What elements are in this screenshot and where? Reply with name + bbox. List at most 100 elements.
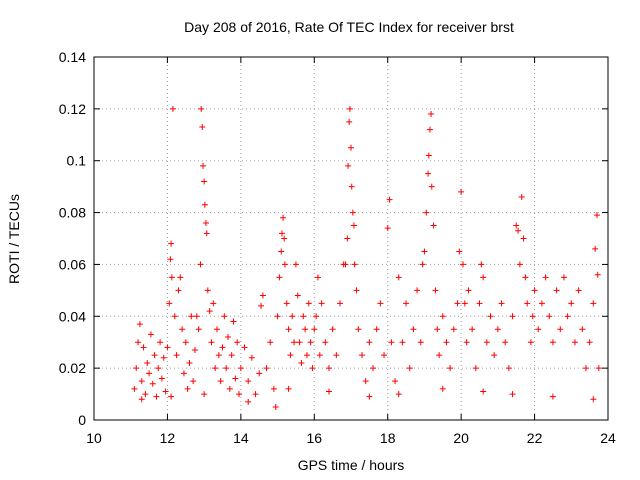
data-point — [168, 240, 175, 247]
data-point — [333, 352, 340, 359]
data-point — [263, 365, 270, 372]
data-point — [515, 227, 522, 234]
data-point — [461, 300, 468, 307]
data-point — [564, 313, 571, 320]
data-point — [529, 313, 536, 320]
x-tick-label: 12 — [160, 430, 176, 446]
data-point — [463, 339, 470, 346]
data-point — [153, 393, 160, 400]
data-point — [439, 313, 446, 320]
data-point — [342, 261, 349, 268]
data-point — [428, 183, 435, 190]
data-point — [351, 261, 358, 268]
data-point — [158, 375, 165, 382]
data-point — [450, 326, 457, 333]
x-tick-label: 14 — [233, 430, 249, 446]
data-point — [430, 222, 437, 229]
data-point — [476, 300, 483, 307]
data-point — [245, 378, 252, 385]
data-point — [313, 313, 320, 320]
data-point — [421, 248, 428, 255]
data-point — [509, 391, 516, 398]
data-point — [285, 326, 292, 333]
data-point — [487, 313, 494, 320]
data-point — [480, 388, 487, 395]
data-point — [509, 313, 516, 320]
data-point — [392, 378, 399, 385]
data-point — [133, 365, 140, 372]
data-point — [439, 385, 446, 392]
data-point — [535, 326, 542, 333]
data-point — [259, 292, 266, 299]
data-point — [142, 391, 149, 398]
data-point — [138, 396, 145, 403]
data-point — [252, 391, 259, 398]
data-point — [230, 318, 237, 325]
data-point — [147, 331, 154, 338]
data-point — [516, 261, 523, 268]
data-point — [179, 326, 186, 333]
data-point — [278, 248, 285, 255]
data-point — [590, 300, 597, 307]
data-point — [191, 346, 198, 353]
data-point — [502, 339, 509, 346]
data-point — [483, 339, 490, 346]
data-point — [223, 365, 230, 372]
data-point — [274, 313, 281, 320]
data-point — [184, 385, 191, 392]
data-point — [353, 287, 360, 294]
data-point — [459, 261, 466, 268]
data-point — [524, 300, 531, 307]
data-point — [166, 300, 173, 307]
data-point — [168, 274, 175, 281]
data-point — [344, 235, 351, 242]
data-point — [494, 326, 501, 333]
data-point — [478, 261, 485, 268]
data-point — [237, 365, 244, 372]
data-point — [465, 287, 472, 294]
data-point — [201, 201, 208, 208]
data-point — [425, 170, 432, 177]
y-tick-label: 0.14 — [59, 49, 86, 65]
data-point — [434, 326, 441, 333]
data-point — [201, 178, 208, 185]
data-point — [188, 313, 195, 320]
data-point — [200, 162, 207, 169]
data-point — [307, 339, 314, 346]
chart-title: Day 208 of 2016, Rate Of TEC Index for r… — [184, 19, 514, 35]
data-point — [226, 385, 233, 392]
data-point — [403, 300, 410, 307]
data-point — [221, 313, 228, 320]
data-point — [234, 339, 241, 346]
y-tick-label: 0.02 — [59, 360, 86, 376]
x-tick-labels: 10 12 14 16 18 20 22 24 — [86, 430, 616, 446]
data-point — [458, 188, 465, 195]
data-point — [546, 313, 553, 320]
data-point — [384, 225, 391, 232]
data-point — [210, 300, 217, 307]
data-point — [169, 105, 176, 112]
y-tick-label: 0.04 — [59, 308, 86, 324]
data-point — [245, 398, 252, 405]
data-point — [386, 196, 393, 203]
data-point — [346, 105, 353, 112]
data-points — [131, 105, 602, 411]
data-point — [171, 313, 178, 320]
data-point — [491, 352, 498, 359]
data-point — [140, 344, 147, 351]
data-point — [278, 230, 285, 237]
data-point — [520, 235, 527, 242]
data-point — [522, 274, 529, 281]
data-point — [571, 339, 578, 346]
data-point — [575, 287, 582, 294]
data-point — [206, 308, 213, 315]
data-point — [314, 274, 321, 281]
data-point — [305, 300, 312, 307]
data-point — [197, 261, 204, 268]
y-tick-labels: 0 0.02 0.04 0.06 0.08 0.1 0.12 0.14 — [59, 49, 86, 428]
data-point — [425, 152, 432, 159]
data-point — [423, 209, 430, 216]
data-point — [579, 326, 586, 333]
data-point — [593, 212, 600, 219]
